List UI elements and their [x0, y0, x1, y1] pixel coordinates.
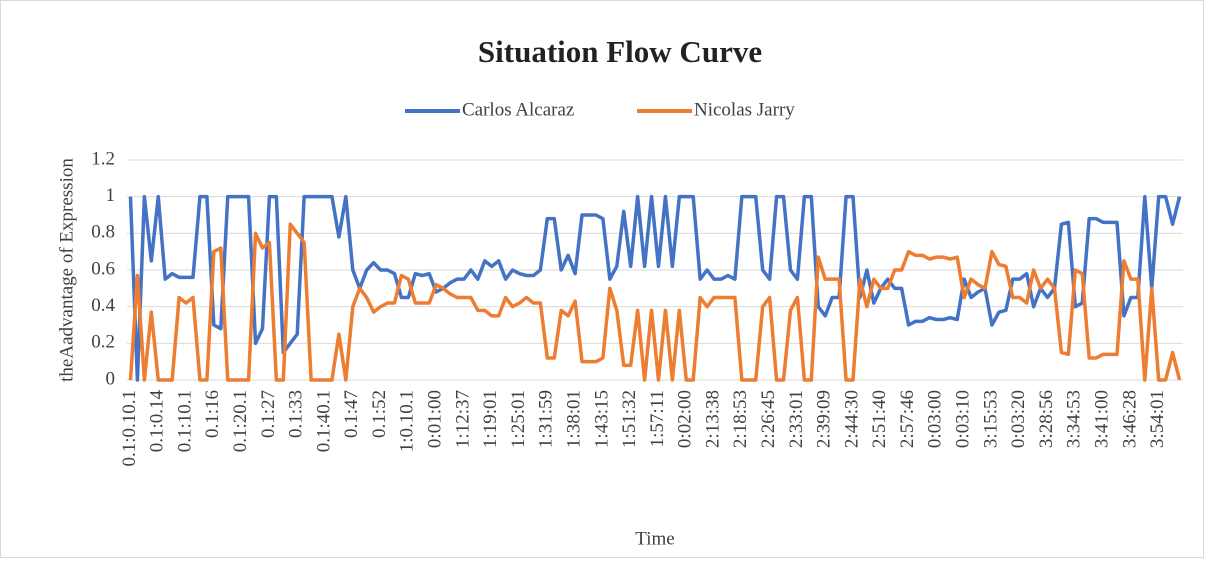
x-tick-label: 1:43:15 [591, 390, 612, 448]
x-tick-label: 1:38:01 [563, 390, 584, 448]
y-tick-label: 0.8 [91, 222, 115, 243]
legend-label: Carlos Alcaraz [462, 99, 574, 120]
series-line [128, 194, 1182, 382]
x-tick-label: 2:39:09 [814, 390, 835, 448]
x-tick-label: 2:26:45 [758, 390, 779, 448]
x-tick-label: 0.1:0.10.1 [119, 390, 140, 467]
y-tick-label: 0.4 [91, 295, 115, 316]
x-tick-label: 0.1:0.14 [147, 390, 168, 453]
x-tick-label: 0:03:10 [953, 390, 974, 448]
x-tick-label: 0.1:20.1 [230, 390, 251, 452]
x-tick-label: 0.1:47 [341, 390, 362, 438]
x-tick-label: 1:0.10.1 [397, 390, 418, 452]
x-tick-label: 2:57:46 [897, 390, 918, 448]
y-tick-label: 1.2 [91, 148, 115, 169]
x-tick-label: 2:51:40 [869, 390, 890, 448]
x-tick-label: 1:19:01 [480, 390, 501, 448]
x-tick-label: 0:03:20 [1008, 390, 1029, 448]
x-tick-label: 2:33:01 [786, 390, 807, 448]
x-tick-label: 3:34:53 [1064, 390, 1085, 448]
y-tick-label: 0.2 [91, 332, 115, 353]
x-tick-label: 2:44:30 [841, 390, 862, 448]
x-tick-label: 0.1:40.1 [313, 390, 334, 452]
x-tick-label: 1:57:11 [647, 390, 668, 447]
x-tick-label: 3:15:53 [980, 390, 1001, 448]
x-axis-label: Time [635, 528, 674, 549]
y-tick-label: 0.6 [91, 258, 115, 279]
x-tick-label: 0.1:10.1 [174, 390, 195, 452]
x-tick-label: 1:51:32 [619, 390, 640, 448]
x-tick-label: 0:02:00 [675, 390, 696, 448]
y-tick-label: 0 [106, 368, 116, 389]
x-tick-label: 0.1:16 [202, 390, 223, 438]
x-tick-label: 0.1:52 [369, 390, 390, 438]
x-tick-label: 3:28:56 [1036, 390, 1057, 448]
y-tick-label: 1 [106, 185, 116, 206]
x-tick-label: 0.1:27 [258, 390, 279, 438]
x-tick-label: 1:25:01 [508, 390, 529, 448]
x-tick-label: 0.1:33 [286, 390, 307, 438]
x-tick-label: 2:13:38 [702, 390, 723, 448]
legend-label: Nicolas Jarry [694, 99, 795, 120]
x-tick-label: 0:01:00 [425, 390, 446, 448]
x-tick-label: 3:54:01 [1147, 390, 1168, 448]
x-tick-label: 0:03:00 [925, 390, 946, 448]
x-tick-label: 2:18:53 [730, 390, 751, 448]
x-tick-label: 3:46:28 [1119, 390, 1140, 448]
series-line [128, 222, 1182, 382]
y-axis-label: theAadvantage of Expression [56, 158, 77, 382]
chart-title: Situation Flow Curve [478, 34, 762, 69]
x-tick-label: 1:12:37 [452, 390, 473, 448]
x-tick-label: 3:41:00 [1091, 390, 1112, 448]
x-tick-label: 1:31:59 [536, 390, 557, 448]
